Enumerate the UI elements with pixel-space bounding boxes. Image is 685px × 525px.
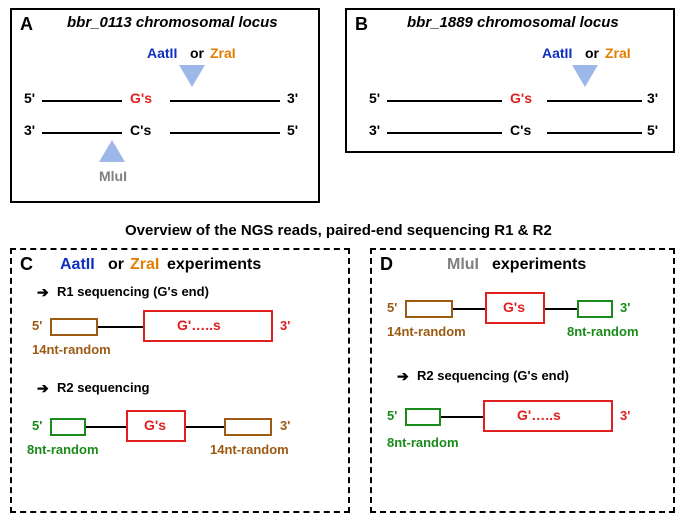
- panel-d-r2: R2 sequencing (G's end): [417, 368, 569, 383]
- panel-d-gsshort: G's: [503, 299, 525, 315]
- box-brown: [50, 318, 98, 336]
- panel-a-letter: A: [20, 14, 33, 35]
- panel-c-r1: R1 sequencing (G's end): [57, 284, 209, 299]
- panel-b-gs: G's: [510, 90, 532, 106]
- panel-d-5p-1: 5': [387, 300, 397, 315]
- line: [545, 308, 577, 310]
- line: [387, 132, 502, 134]
- panel-a-aatii: AatII: [147, 45, 177, 61]
- line: [547, 100, 642, 102]
- panel-c-zrai: ZraI: [130, 256, 159, 274]
- panel-a-5p-bot: 5': [287, 122, 298, 138]
- arrow-icon: ➔: [397, 368, 409, 385]
- arrow-icon: ➔: [37, 284, 49, 301]
- panel-b-5p-top: 5': [369, 90, 380, 106]
- panel-d-gslong: G'…..s: [517, 407, 561, 423]
- panel-a-3p-bot: 3': [24, 122, 35, 138]
- panel-a-mlui: MluI: [99, 168, 127, 184]
- line: [186, 426, 224, 428]
- panel-d-3p-2: 3': [620, 408, 630, 423]
- line: [42, 100, 122, 102]
- panel-b-5p-bot: 5': [647, 122, 658, 138]
- panel-d: D MluI experiments 5' G's 3' 14nt-random…: [370, 248, 675, 513]
- panel-d-rand8-2: 8nt-random: [387, 435, 459, 450]
- panel-c-or: or: [108, 256, 124, 274]
- box-green: [50, 418, 86, 436]
- panel-a-title: bbr_0113 chromosomal locus: [67, 14, 278, 31]
- box-green: [405, 408, 441, 426]
- panel-d-exp: experiments: [492, 256, 586, 274]
- line: [387, 100, 502, 102]
- box-brown: [224, 418, 272, 436]
- panel-c-3p-1: 3': [280, 318, 290, 333]
- panel-b: B bbr_1889 chromosomal locus AatII or Zr…: [345, 8, 675, 153]
- panel-b-title: bbr_1889 chromosomal locus: [407, 14, 619, 31]
- panel-d-3p-1: 3': [620, 300, 630, 315]
- line: [170, 132, 280, 134]
- panel-b-aatii: AatII: [542, 45, 572, 61]
- panel-b-letter: B: [355, 14, 368, 35]
- panel-a-5p-top: 5': [24, 90, 35, 106]
- panel-a-gs: G's: [130, 90, 152, 106]
- panel-a-or: or: [190, 45, 204, 61]
- line: [42, 132, 122, 134]
- panel-d-5p-2: 5': [387, 408, 397, 423]
- panel-b-cs: C's: [510, 122, 531, 138]
- panel-a-zrai: ZraI: [210, 45, 236, 61]
- panel-c-5p-1: 5': [32, 318, 42, 333]
- line: [547, 132, 642, 134]
- panel-a-cs: C's: [130, 122, 151, 138]
- panel-c-rand14-1: 14nt-random: [32, 342, 111, 357]
- line: [170, 100, 280, 102]
- panel-d-letter: D: [380, 254, 393, 275]
- panel-c-r2: R2 sequencing: [57, 380, 149, 395]
- panel-c-rand14-2: 14nt-random: [210, 442, 289, 457]
- panel-c-3p-2: 3': [280, 418, 290, 433]
- triangle-down-icon: [179, 65, 205, 87]
- panel-b-3p-bot: 3': [369, 122, 380, 138]
- panel-b-3p-top: 3': [647, 90, 658, 106]
- arrow-icon: ➔: [37, 380, 49, 397]
- line: [98, 326, 143, 328]
- panel-c-exp: experiments: [167, 256, 261, 274]
- panel-c-gslong: G'…..s: [177, 317, 221, 333]
- overview-title: Overview of the NGS reads, paired-end se…: [125, 222, 552, 239]
- panel-a-3p-top: 3': [287, 90, 298, 106]
- box-green: [577, 300, 613, 318]
- box-brown: [405, 300, 453, 318]
- panel-d-rand8-1: 8nt-random: [567, 324, 639, 339]
- panel-c-aatii: AatII: [60, 256, 95, 274]
- panel-b-or: or: [585, 45, 599, 61]
- panel-d-mlui: MluI: [447, 256, 479, 274]
- panel-d-rand14: 14nt-random: [387, 324, 466, 339]
- panel-a: A bbr_0113 chromosomal locus AatII or Zr…: [10, 8, 320, 203]
- line: [441, 416, 483, 418]
- panel-c: C AatII or ZraI experiments ➔ R1 sequenc…: [10, 248, 350, 513]
- panel-c-5p-2: 5': [32, 418, 42, 433]
- panel-c-letter: C: [20, 254, 33, 275]
- panel-c-rand8: 8nt-random: [27, 442, 99, 457]
- line: [86, 426, 126, 428]
- triangle-down-icon: [572, 65, 598, 87]
- triangle-up-icon: [99, 140, 125, 162]
- panel-b-zrai: ZraI: [605, 45, 631, 61]
- panel-c-gsshort: G's: [144, 417, 166, 433]
- line: [453, 308, 485, 310]
